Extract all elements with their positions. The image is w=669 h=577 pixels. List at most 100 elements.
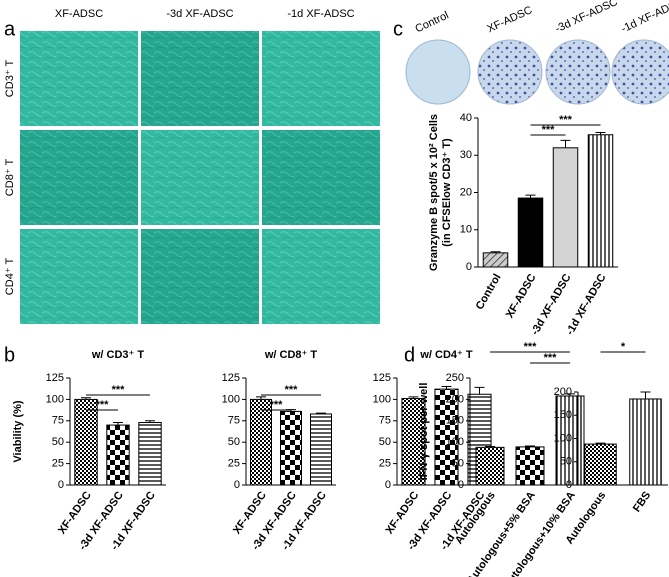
bar (515, 446, 545, 486)
y-tick-label: 125 (222, 372, 240, 384)
bar (587, 134, 614, 268)
error-bar (560, 139, 571, 148)
bar (482, 252, 509, 268)
y-tick-label: 40 (460, 112, 472, 124)
y-tick-label: 50 (560, 456, 572, 468)
bar (280, 410, 302, 486)
bar (74, 398, 98, 486)
micrograph-shade (20, 31, 138, 126)
micrograph-shade (20, 229, 138, 324)
bar (584, 443, 617, 486)
y-tick-label: 0 (566, 479, 572, 491)
well-images: Control XF-ADSC -3d XF-ADSC -1d XF-ADSC (405, 0, 669, 105)
y-tick-label: 200 (446, 393, 464, 405)
well (545, 39, 611, 105)
error-bar (81, 397, 91, 400)
micrograph (20, 229, 138, 324)
bar (138, 422, 162, 486)
micrograph (20, 31, 138, 126)
y-tick-label: 250 (446, 372, 464, 384)
panel-label: b (4, 344, 15, 366)
x-tick-label: FBS (631, 490, 653, 515)
y-tick-label: 75 (379, 415, 391, 427)
well (477, 39, 543, 105)
bar (629, 398, 662, 486)
error-bar (113, 422, 123, 426)
row-label: CD4⁺ T (4, 258, 16, 296)
well (611, 39, 669, 105)
well-label: Control (413, 9, 450, 35)
y-axis-label: IFN-γ spot per well (418, 383, 430, 481)
significance-label: *** (544, 352, 558, 364)
y-tick-label: 100 (46, 393, 64, 405)
well-label: -3d XF-ADSC (553, 0, 619, 35)
y-tick-label: 0 (466, 261, 472, 273)
micrograph (262, 229, 380, 324)
micrograph-shade (141, 31, 259, 126)
micrograph (262, 130, 380, 225)
error-bar (525, 194, 536, 199)
significance-label: *** (270, 399, 284, 411)
y-tick-label: 10 (460, 224, 472, 236)
well-label: XF-ADSC (485, 4, 534, 35)
bar (250, 398, 272, 486)
micrograph (262, 31, 380, 126)
bar (310, 413, 332, 486)
significance-label: * (621, 341, 626, 353)
significance-label: *** (559, 114, 573, 126)
y-tick-label: 30 (460, 149, 472, 161)
y-tick-label: 150 (554, 409, 572, 421)
micrograph (141, 130, 259, 225)
y-tick-label: 0 (458, 479, 464, 491)
chart-title: w/ CD4⁺ T (419, 349, 473, 361)
micrograph-grid: XF-ADSC -3d XF-ADSC -1d XF-ADSC CD3⁺ T CD8⁺ … (4, 8, 380, 324)
y-tick-label: 100 (373, 393, 391, 405)
y-tick-label: 100 (446, 436, 464, 448)
significance-label: *** (285, 384, 299, 396)
bar (552, 147, 579, 268)
y-tick-label: 50 (379, 436, 391, 448)
error-bar (408, 396, 419, 399)
chart-title: w/ CD8⁺ T (264, 349, 318, 361)
y-tick-label: 125 (373, 372, 391, 384)
y-tick-label: 25 (228, 458, 240, 470)
error-bar (525, 445, 535, 447)
error-bar (256, 396, 266, 400)
error-bar (565, 393, 575, 396)
column-label: -1d XF-ADSC (287, 8, 354, 20)
bar (106, 424, 130, 486)
micrograph (20, 130, 138, 225)
micrograph-shade (262, 31, 380, 126)
micrograph-shade (141, 130, 259, 225)
y-tick-label: 0 (234, 479, 240, 491)
row-label: CD3⁺ T (4, 60, 16, 98)
significance-label: *** (96, 399, 110, 411)
significance-label: *** (112, 384, 126, 396)
y-tick-label: 20 (460, 186, 472, 198)
y-tick-label: 200 (554, 386, 572, 398)
column-label: XF-ADSC (55, 8, 103, 20)
micrograph-shade (262, 229, 380, 324)
y-axis-label: Viability (%) (12, 400, 24, 462)
well-label: -1d XF-ADSC (619, 0, 669, 35)
chart-title: w/ CD3⁺ T (91, 349, 145, 361)
error-bar (474, 386, 485, 395)
y-tick-label: 100 (554, 432, 572, 444)
y-tick-label: 150 (446, 415, 464, 427)
y-tick-label: 0 (385, 479, 391, 491)
error-bar (485, 445, 495, 448)
y-axis-label: Granzyme B spot/5 x 10² Cells (428, 114, 440, 271)
x-tick-label: Control (474, 272, 504, 312)
micrograph-shade (262, 130, 380, 225)
x-tick-label: XF-ADSC (504, 272, 539, 320)
micrograph-shade (141, 229, 259, 324)
y-tick-label: 50 (452, 458, 464, 470)
error-bar (490, 251, 501, 253)
x-tick-label: Autologous+10% BSA (502, 489, 578, 577)
y-tick-label: 0 (58, 479, 64, 491)
significance-label: *** (542, 124, 556, 136)
panel-label: a (4, 18, 16, 40)
y-tick-label: 50 (228, 436, 240, 448)
error-bar (595, 442, 606, 445)
error-bar (316, 412, 326, 414)
